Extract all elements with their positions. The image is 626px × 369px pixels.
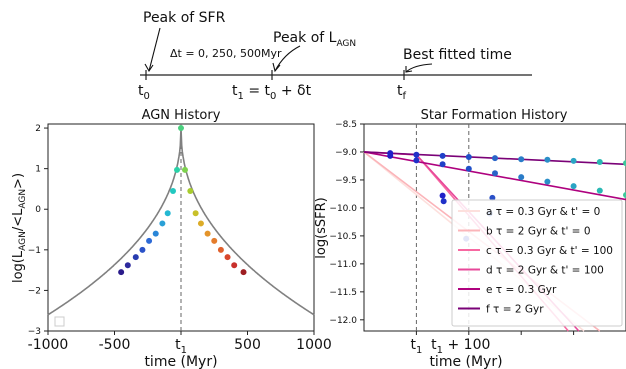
sfr-data-point [489, 194, 496, 201]
sfr-data-point [440, 198, 447, 205]
sfr-data-point [439, 192, 446, 199]
agn-x-tick-label: 1000 [296, 337, 332, 353]
sfr-data-point [596, 187, 603, 194]
agn-data-point [197, 220, 204, 227]
agn-y-tick-label: 1 [35, 165, 41, 175]
sfr-y-tick-label: −10.0 [329, 204, 357, 214]
sfr-data-point [623, 160, 626, 167]
timeline-tf-label: tf [397, 83, 407, 102]
sfr-data-point [596, 159, 603, 166]
sfr-data-point [518, 156, 525, 163]
sfr-y-axis-label: log(sSFR) [314, 197, 329, 259]
sfr-y-tick-label: −10.5 [329, 232, 357, 242]
agn-data-point [224, 254, 231, 261]
sfr-data-point [465, 165, 472, 172]
agn-x-tick-label: -500 [99, 337, 131, 353]
agn-data-point [118, 269, 125, 276]
agn-data-point [181, 166, 188, 173]
sfr-legend-label: c τ = 0.3 Gyr & t' = 100 [486, 245, 613, 257]
sfr-y-tick-label: −11.0 [329, 260, 357, 270]
agn-data-point [152, 230, 159, 237]
agn-y-tick-label: −2 [28, 286, 41, 296]
agn-x-axis-label: time (Myr) [144, 354, 217, 369]
sfr-data-point [570, 183, 577, 190]
sfr-data-point [492, 155, 498, 162]
agn-data-point [178, 125, 184, 132]
sfr-legend: a τ = 0.3 Gyr & t' = 0 b τ = 2 Gyr & t' =… [451, 199, 623, 327]
sfr-x-axis-label: time (Myr) [429, 354, 502, 369]
sfr-data-point [518, 174, 525, 181]
sfr-data-point [413, 157, 420, 164]
agn-data-point [240, 269, 247, 276]
agn-data-point [217, 246, 224, 253]
agn-data-point [170, 187, 177, 194]
sfr-data-point [465, 154, 472, 161]
agn-data-point [132, 254, 139, 261]
agn-data-point [204, 230, 211, 237]
agn-x-tick-label: -1000 [28, 337, 69, 353]
peak-sfr-label: Peak of SFR [143, 10, 226, 26]
agn-y-tick-label: −1 [28, 246, 41, 256]
peak-sfr-arrow [148, 27, 161, 72]
star-formation-chart: Star Formation History time (Myr) log(sS… [314, 108, 626, 369]
sfr-y-tick-label: −11.5 [329, 288, 357, 298]
agn-data-layer: −3 −2 −1 0 1 2 -1000 -500 t1 500 1000 [28, 124, 332, 356]
sfr-y-tick-label: −12.0 [329, 316, 357, 326]
sfr-data-point [413, 151, 420, 158]
sfr-y-tick-label: −9.5 [335, 176, 357, 186]
sfr-legend-label: f τ = 2 Gyr [486, 304, 544, 316]
agn-data-point [192, 210, 199, 217]
sfr-y-tick-label: −9.0 [335, 148, 357, 158]
best-fit-arrow [405, 63, 433, 73]
agn-y-tick-label: −3 [28, 327, 41, 337]
sfr-data-point [623, 192, 626, 199]
agn-data-point [187, 187, 194, 194]
sfr-chart-title: Star Formation History [421, 108, 568, 123]
sfr-data-point [544, 178, 551, 185]
delta-t-label: Δt = 0, 250, 500Myr [170, 47, 282, 60]
agn-data-point [164, 210, 171, 217]
sfr-legend-label: a τ = 0.3 Gyr & t' = 0 [486, 206, 600, 218]
timeline-t1-label: t1 = t0 + δt [232, 83, 312, 102]
sfr-legend-box [451, 199, 623, 327]
agn-history-chart: AGN History time (Myr) log(LAGN/<LAGN>) … [11, 108, 332, 369]
sfr-data-point [570, 157, 577, 164]
agn-chart-title: AGN History [142, 108, 221, 123]
agn-data-point [139, 246, 146, 253]
agn-data-point [124, 262, 131, 269]
sfr-data-point [439, 152, 446, 159]
agn-legend-box [54, 316, 65, 327]
sfr-legend-label: d τ = 2 Gyr & t' = 100 [486, 265, 604, 277]
agn-data-point [146, 237, 153, 244]
agn-x-tick-label: 500 [234, 337, 261, 353]
peak-sfr-arrowhead [144, 63, 154, 73]
agn-y-axis-label: log(LAGN/<LAGN>) [11, 173, 28, 283]
sfr-legend-label: e τ = 0.3 Gyr [486, 284, 557, 296]
peak-agn-arrowhead [272, 62, 281, 73]
agn-data-point [231, 262, 238, 269]
agn-data-point [211, 237, 218, 244]
sfr-data-point [387, 152, 394, 159]
sfr-x-tick-label: t1 [410, 337, 422, 356]
best-fit-label: Best fitted time [403, 47, 512, 63]
sfr-legend-label: b τ = 2 Gyr & t' = 0 [486, 226, 591, 238]
peak-agn-label: Peak of LAGN [273, 30, 356, 49]
agn-x-tick-label: t1 [175, 337, 187, 356]
timeline-t0-label: t0 [138, 83, 150, 102]
sfr-y-tick-label: −8.5 [335, 120, 357, 130]
sfr-data-point [492, 170, 498, 177]
sfr-data-point [544, 156, 551, 163]
agn-y-tick-label: 2 [35, 124, 41, 134]
agn-data-point [159, 220, 166, 227]
sfr-plot-frame [363, 123, 626, 332]
timeline-schematic: Peak of SFR Δt = 0, 250, 500Myr Peak of … [138, 10, 532, 102]
best-fit-arrowhead [405, 66, 413, 73]
agn-data-point [174, 166, 181, 173]
agn-y-tick-label: 0 [35, 205, 41, 215]
sfr-data-point [439, 161, 446, 168]
sfr-x-tick-label: t1 + 100 [431, 337, 490, 356]
